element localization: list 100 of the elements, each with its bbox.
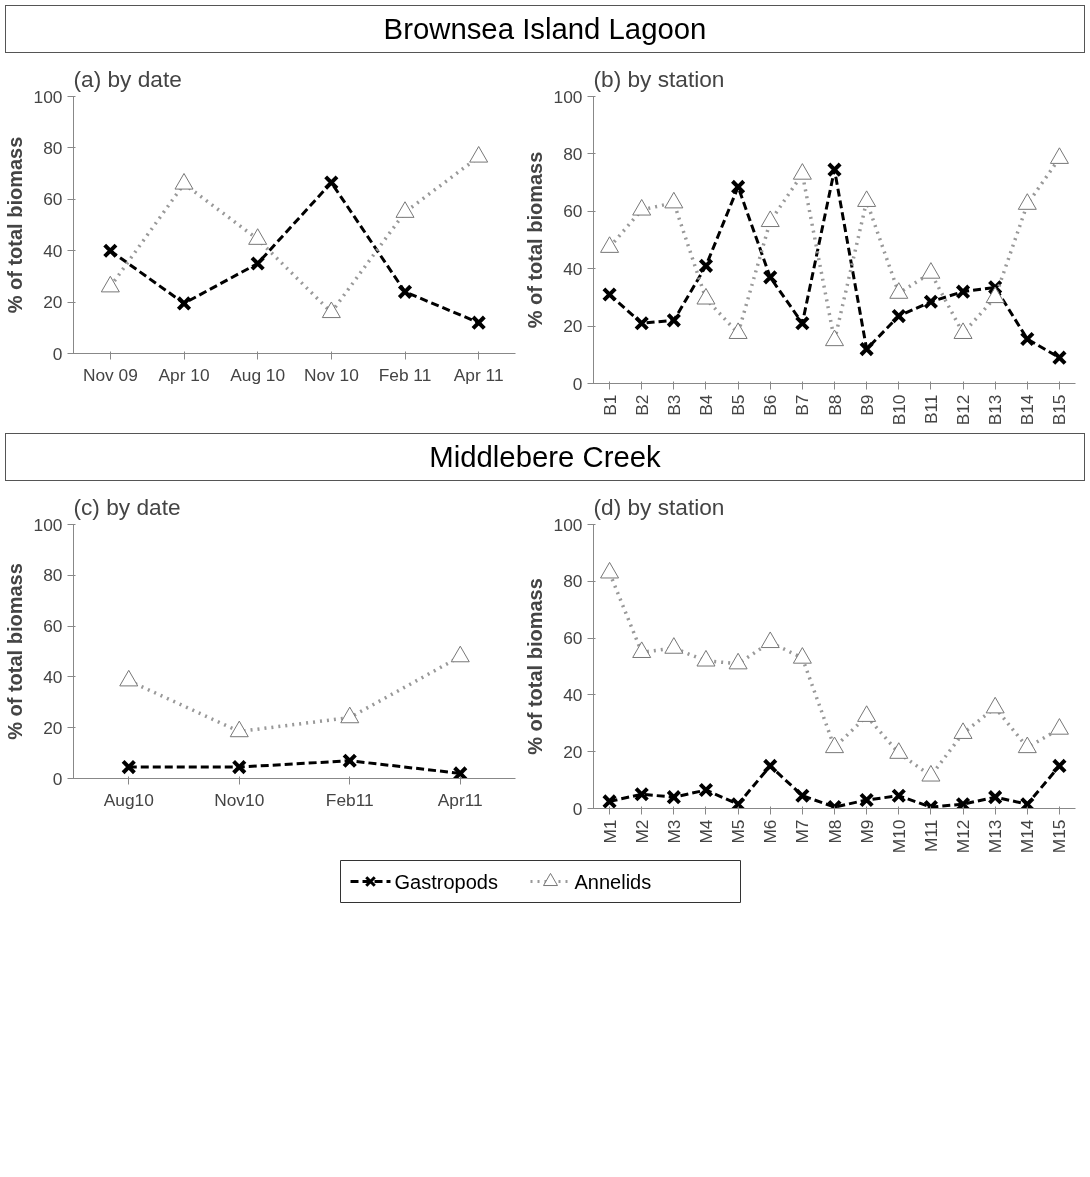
x-tick-label: M6	[760, 819, 781, 844]
point	[730, 796, 746, 809]
y-tick-label: 20	[563, 315, 583, 336]
point	[176, 295, 192, 311]
point	[634, 786, 650, 802]
point	[698, 258, 714, 274]
y-tick-label: 40	[563, 258, 583, 279]
y-axis-title: % of total biomass	[523, 151, 546, 329]
x-tick-label: M2	[631, 819, 652, 844]
x-tick-label: M13	[985, 819, 1006, 853]
chart-title: (b) by station	[593, 65, 725, 92]
x-tick-label: M7	[792, 819, 813, 844]
point	[664, 191, 684, 209]
x-tick-label: B4	[695, 394, 716, 416]
x-tick-label: M12	[953, 819, 974, 853]
y-tick-label: 20	[43, 717, 63, 738]
point	[601, 793, 618, 809]
point	[889, 282, 909, 299]
x-tick-label: Aug10	[103, 789, 154, 810]
point	[857, 190, 877, 207]
x-tick-label: Apr 10	[158, 364, 210, 385]
point	[632, 198, 652, 216]
y-tick-label: 60	[563, 201, 583, 222]
y-axis-title: % of total biomass	[3, 562, 26, 740]
point	[987, 279, 1003, 295]
point	[698, 782, 714, 798]
point	[858, 792, 875, 808]
point	[397, 284, 413, 300]
x-tick-label: M10	[888, 819, 909, 853]
point	[728, 652, 748, 670]
point	[794, 315, 811, 331]
x-tick-label: Nov 09	[82, 364, 138, 385]
y-tick-label: 100	[553, 514, 583, 535]
x-tick-label: Feb11	[325, 789, 374, 810]
y-tick-label: 40	[43, 666, 63, 687]
point	[395, 201, 415, 218]
x-tick-label: B2	[631, 394, 652, 416]
point	[1051, 758, 1068, 774]
y-tick-label: 80	[563, 571, 583, 592]
point	[760, 210, 780, 227]
y-tick-label: 0	[572, 373, 583, 394]
legend-label: Gastropods	[394, 870, 498, 893]
point	[955, 796, 971, 809]
point	[760, 631, 780, 648]
point	[762, 269, 778, 285]
point	[921, 262, 941, 279]
point	[889, 742, 909, 759]
point	[666, 789, 682, 805]
y-tick-label: 80	[43, 137, 63, 158]
point	[792, 162, 812, 180]
x-tick-label: M15	[1049, 819, 1070, 853]
y-tick-label: 40	[43, 240, 63, 261]
x-tick-label: Apr 11	[453, 364, 504, 385]
point	[921, 764, 941, 782]
y-axis-title: % of total biomass	[523, 577, 546, 755]
x-tick-label: M4	[695, 818, 716, 844]
x-tick-label: B1	[599, 394, 620, 416]
point	[1017, 193, 1037, 210]
point	[1051, 349, 1068, 366]
point	[953, 722, 973, 739]
x-tick-label: B7	[792, 394, 813, 416]
point	[794, 787, 811, 804]
chart-title: (d) by station	[593, 493, 725, 520]
point	[955, 283, 971, 300]
x-tick-label: B6	[760, 394, 781, 416]
x-tick-label: B9	[856, 394, 877, 416]
x-tick-label: Feb 11	[378, 364, 432, 385]
point	[471, 314, 487, 331]
y-tick-label: 80	[563, 143, 583, 164]
point	[1049, 717, 1069, 735]
y-tick-label: 0	[52, 768, 63, 789]
text: Brownsea Island Lagoon	[383, 11, 707, 47]
x-tick-label: B3	[663, 394, 684, 416]
point	[857, 705, 877, 722]
y-tick-label: 100	[553, 86, 583, 107]
x-tick-label: B8	[824, 394, 845, 416]
point	[891, 308, 907, 324]
text: Middlebere Creek	[429, 438, 661, 475]
y-tick-label: 0	[52, 343, 63, 364]
point	[248, 228, 268, 245]
point	[858, 341, 875, 357]
point	[792, 646, 812, 664]
point	[985, 696, 1005, 714]
point	[174, 172, 194, 190]
point	[632, 641, 652, 658]
x-tick-label: M11	[920, 819, 941, 852]
y-tick-label: 0	[572, 798, 583, 819]
x-tick-label: Nov10	[214, 789, 265, 810]
x-tick-label: Nov 10	[303, 364, 359, 385]
point	[469, 145, 489, 163]
point	[1019, 796, 1035, 809]
x-tick-label: B14	[1017, 394, 1038, 426]
legend-label: Annelids	[574, 870, 652, 893]
point	[923, 293, 939, 310]
x-tick-label: Apr11	[437, 789, 483, 810]
point	[100, 275, 120, 293]
chart-title: (a) by date	[73, 65, 182, 92]
y-tick-label: 20	[563, 741, 583, 762]
point	[696, 287, 716, 305]
point	[600, 561, 620, 579]
